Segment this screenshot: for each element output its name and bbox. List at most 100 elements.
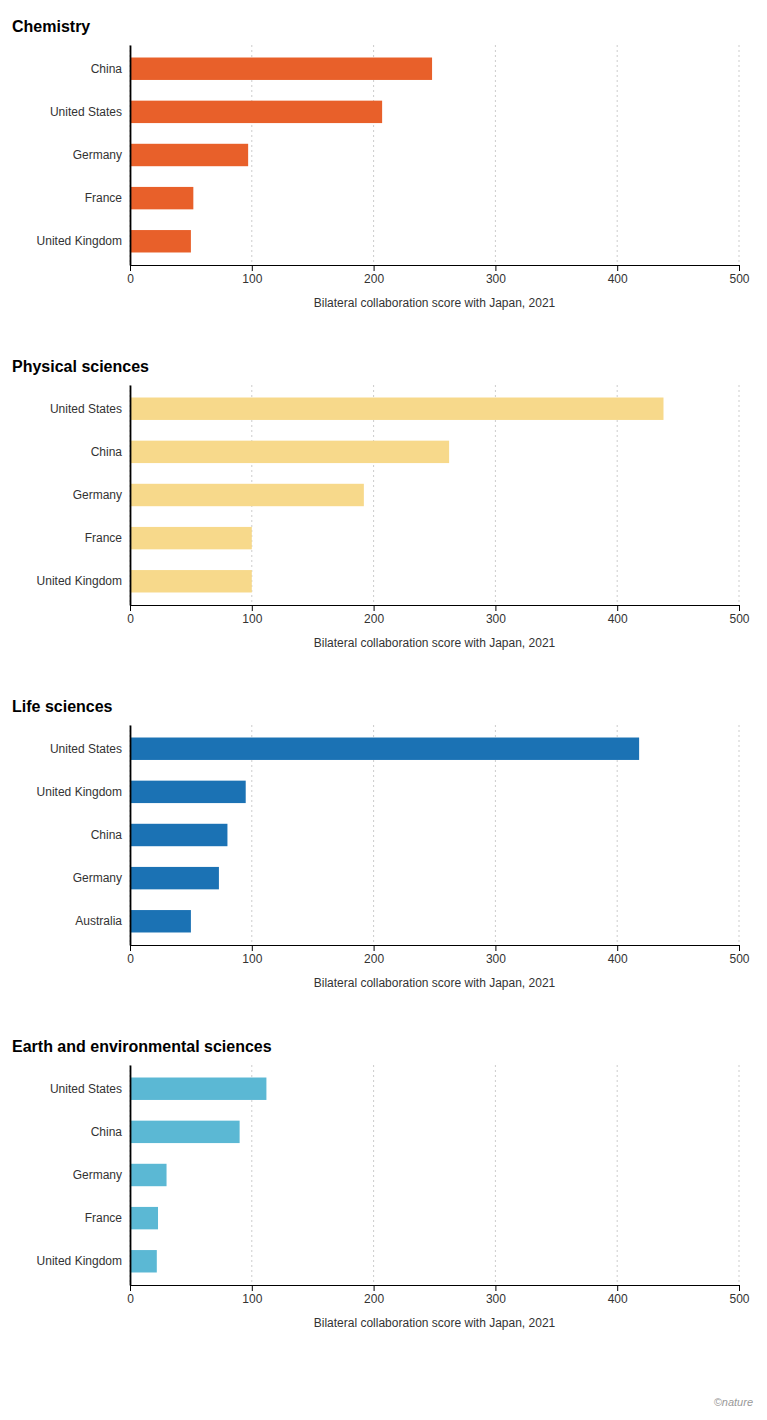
bar: [130, 187, 193, 209]
category-axis: United StatesUnited KingdomChinaGermanyA…: [37, 726, 131, 946]
category-tick: France: [85, 191, 123, 205]
x-axis-title: Bilateral collaboration score with Japan…: [314, 976, 556, 990]
category-label: Germany: [73, 871, 122, 885]
value-tick: 500: [729, 945, 749, 966]
tick-mark: [130, 945, 131, 951]
tick-mark: [739, 605, 740, 611]
bar: [130, 1207, 158, 1229]
value-tick: 0: [127, 265, 134, 286]
value-tick: 100: [242, 1285, 262, 1306]
tick-mark: [495, 1285, 496, 1291]
tick-label: 400: [608, 1292, 628, 1306]
chart-title: Chemistry: [12, 18, 90, 35]
category-label: United States: [50, 105, 122, 119]
category-axis: ChinaUnited StatesGermanyFranceUnited Ki…: [37, 46, 131, 266]
value-tick: 100: [242, 265, 262, 286]
tick-label: 200: [364, 1292, 384, 1306]
bar: [130, 144, 248, 166]
tick-mark: [130, 265, 131, 271]
bar: [130, 527, 252, 549]
grid-line: [130, 45, 131, 265]
category-axis-line: [130, 1066, 132, 1286]
bar: [130, 441, 449, 463]
value-axis: 0100200300400500: [127, 605, 750, 626]
grid-line: [739, 1065, 740, 1285]
category-label: Australia: [75, 914, 122, 928]
tick-mark: [495, 265, 496, 271]
tick-mark: [130, 1285, 131, 1291]
bar: [130, 1121, 240, 1143]
bar: [130, 398, 663, 420]
plot-area: 0100200300400500United StatesChinaGerman…: [37, 1065, 750, 1330]
bars: [130, 738, 639, 933]
bar: [130, 1164, 167, 1186]
grid: [130, 725, 739, 945]
category-label: United Kingdom: [37, 1254, 122, 1268]
value-tick: 400: [608, 265, 628, 286]
value-tick: 400: [608, 945, 628, 966]
value-axis: 0100200300400500: [127, 265, 750, 286]
category-axis: United StatesChinaGermanyFranceUnited Ki…: [37, 1066, 131, 1286]
value-axis: 0100200300400500: [127, 1285, 750, 1306]
grid-line: [130, 385, 131, 605]
category-tick: France: [85, 1211, 123, 1225]
value-tick: 200: [364, 605, 384, 626]
category-tick: United States: [50, 402, 122, 416]
grid-line: [495, 1065, 496, 1285]
category-tick: United Kingdom: [37, 1254, 122, 1268]
tick-mark: [617, 605, 618, 611]
tick-mark: [739, 265, 740, 271]
category-tick: Germany: [73, 488, 122, 502]
tick-label: 100: [242, 952, 262, 966]
value-tick: 500: [729, 605, 749, 626]
grid-line: [130, 1065, 131, 1285]
x-axis-title: Bilateral collaboration score with Japan…: [314, 1316, 556, 1330]
chart-svg: Chemistry 0 100 200 300 400 500 China United Sta…: [0, 0, 767, 1420]
tick-label: 400: [608, 272, 628, 286]
category-tick: United States: [50, 1082, 122, 1096]
value-axis-line: [131, 1286, 740, 1292]
tick-label: 200: [364, 952, 384, 966]
value-tick: 200: [364, 265, 384, 286]
x-axis-title: Bilateral collaboration score with Japan…: [314, 296, 556, 310]
category-label: China: [91, 445, 123, 459]
bar: [130, 824, 227, 846]
category-label: United States: [50, 1082, 122, 1096]
tick-mark: [252, 945, 253, 951]
tick-mark: [252, 605, 253, 611]
tick-label: 500: [729, 1292, 749, 1306]
bars: [130, 1078, 266, 1273]
value-tick: 100: [242, 605, 262, 626]
tick-label: 100: [242, 272, 262, 286]
chart-title: Life sciences: [12, 698, 113, 715]
tick-mark: [739, 945, 740, 951]
value-tick: 300: [486, 605, 506, 626]
tick-label: 100: [242, 612, 262, 626]
category-tick: United Kingdom: [37, 574, 122, 588]
bar: [130, 738, 639, 760]
value-tick: 0: [127, 1285, 134, 1306]
category-label: France: [85, 191, 123, 205]
category-label: Germany: [73, 148, 122, 162]
category-label: United States: [50, 402, 122, 416]
bar: [130, 1078, 266, 1100]
category-axis-line: [130, 46, 132, 266]
value-tick: 0: [127, 945, 134, 966]
grid-line: [373, 1065, 374, 1285]
tick-label: 500: [729, 272, 749, 286]
chart-block: Life sciences0100200300400500United Stat…: [12, 698, 750, 990]
category-tick: United Kingdom: [37, 234, 122, 248]
grid-line: [739, 725, 740, 945]
annotation: ©nature: [714, 1396, 753, 1408]
value-axis: 0100200300400500: [127, 945, 750, 966]
value-tick: 100: [242, 945, 262, 966]
plot-area: 0100200300400500United StatesUnited King…: [37, 725, 750, 990]
bar: [130, 230, 191, 252]
bar: [130, 781, 246, 803]
tick-label: 100: [242, 1292, 262, 1306]
tick-mark: [374, 265, 375, 271]
category-label: France: [85, 531, 123, 545]
category-label: Germany: [73, 488, 122, 502]
tick-label: 300: [486, 612, 506, 626]
chart-block: Physical sciences0100200300400500United …: [12, 358, 750, 650]
